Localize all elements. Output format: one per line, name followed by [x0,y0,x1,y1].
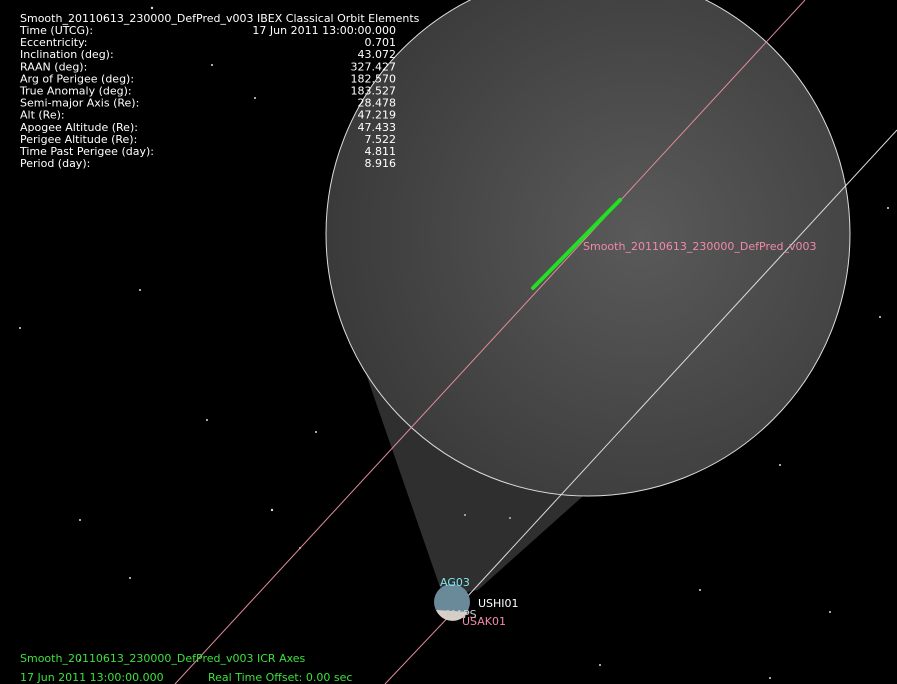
element-label: Eccentricity: [20,36,88,49]
element-value: 28.478 [358,97,397,110]
element-label: True Anomaly (deg): [19,85,132,98]
element-value: 4.811 [365,145,397,158]
element-label: Time Past Perigee (day): [19,145,154,158]
element-label: Arg of Perigee (deg): [20,72,134,85]
axis-line [454,129,897,611]
footer-axes: Smooth_20110613_230000_DefPred_v003 ICR … [20,652,306,665]
station-label: USAK01 [462,615,506,628]
footer-time: 17 Jun 2011 13:00:00.000 [20,671,164,684]
element-value: 47.433 [358,121,397,134]
element-value: 8.916 [365,157,397,170]
element-value: 183.527 [351,85,397,98]
orbit-line [174,0,806,684]
element-value: 47.219 [358,109,397,122]
header-title: Smooth_20110613_230000_DefPred_v003 IBEX… [20,12,420,25]
station-label: AG03 [440,576,470,589]
element-label: Apogee Altitude (Re): [20,121,138,134]
texts: Smooth_20110613_230000_DefPred_v003 IBEX… [19,12,817,684]
element-value: 7.522 [365,133,397,146]
element-label: Period (day): [20,157,90,170]
element-label: Alt (Re): [20,109,65,122]
footer-offset: Real Time Offset: 0.00 sec [208,671,352,684]
element-label: RAAN (deg): [20,60,87,73]
element-label: Inclination (deg): [20,48,114,61]
element-value: 0.701 [365,36,397,49]
element-label: Time (UTCG): [19,24,93,37]
station-label: MAPS [446,608,477,621]
axis-line [384,609,456,684]
element-value: 43.072 [358,48,397,61]
element-value: 182.570 [351,72,397,85]
earth-ice [436,610,468,621]
element-label: Semi-major Axis (Re): [20,97,139,110]
zoom-circle [325,0,851,497]
orbit-segment [531,198,622,290]
station-label: USHI01 [478,597,519,610]
element-value: 327.427 [351,60,397,73]
element-value: 17 Jun 2011 13:00:00.000 [252,24,396,37]
element-label: Perigee Altitude (Re): [20,133,137,146]
satellite-label: Smooth_20110613_230000_DefPred_v003 [583,240,817,253]
